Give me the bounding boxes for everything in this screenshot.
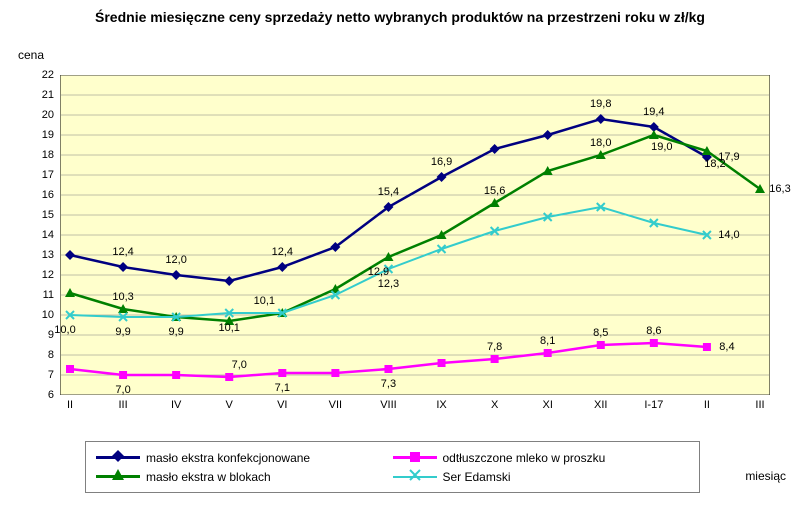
data-label: 9,9 [115, 326, 130, 338]
data-label: 15,6 [484, 185, 505, 197]
data-label: 12,9 [368, 266, 389, 278]
x-tick-label: III [118, 399, 127, 411]
data-label: 16,9 [431, 156, 452, 168]
chart-container: Średnie miesięczne ceny sprzedaży netto … [0, 0, 800, 513]
data-label: 10,1 [254, 295, 275, 307]
y-tick-label: 16 [24, 189, 54, 201]
data-label: 12,4 [272, 246, 293, 258]
y-tick-label: 10 [24, 309, 54, 321]
data-label: 10,3 [112, 291, 133, 303]
x-tick-label: XI [542, 399, 552, 411]
data-label: 7,0 [232, 359, 247, 371]
legend-label: masło ekstra konfekcjonowane [146, 451, 310, 465]
data-label: 7,1 [275, 382, 290, 394]
data-label: 12,3 [378, 278, 399, 290]
data-label: 7,8 [487, 341, 502, 353]
data-label: 8,5 [593, 327, 608, 339]
data-label: 12,0 [165, 254, 186, 266]
data-label: 19,8 [590, 98, 611, 110]
data-label: 10,1 [219, 322, 240, 334]
data-label: 8,4 [719, 341, 734, 353]
x-tick-label: IX [436, 399, 446, 411]
legend-marker [96, 450, 140, 465]
y-tick-label: 20 [24, 109, 54, 121]
y-tick-label: 13 [24, 249, 54, 261]
data-label: 19,0 [651, 141, 672, 153]
y-tick-label: 11 [24, 289, 54, 301]
legend-item: masło ekstra konfekcjonowane [96, 448, 393, 467]
x-tick-label: V [226, 399, 233, 411]
data-label: 19,4 [643, 106, 664, 118]
data-label: 18,0 [590, 137, 611, 149]
y-tick-label: 12 [24, 269, 54, 281]
y-tick-label: 7 [24, 369, 54, 381]
y-axis-label: cena [18, 48, 44, 62]
data-label: 9,9 [168, 326, 183, 338]
data-label: 8,6 [646, 325, 661, 337]
x-tick-label: X [491, 399, 498, 411]
legend-label: odtłuszczone mleko w proszku [443, 451, 606, 465]
x-tick-label: I-17 [644, 399, 663, 411]
data-label: 18,2 [704, 158, 725, 170]
legend-marker [96, 469, 140, 484]
x-tick-label: VII [329, 399, 342, 411]
legend-label: masło ekstra w blokach [146, 470, 271, 484]
y-tick-label: 18 [24, 149, 54, 161]
y-tick-label: 9 [24, 329, 54, 341]
x-tick-label: VIII [380, 399, 397, 411]
y-tick-label: 17 [24, 169, 54, 181]
legend-item: odtłuszczone mleko w proszku [393, 448, 690, 467]
legend-marker [393, 451, 437, 465]
legend-item: masło ekstra w blokach [96, 467, 393, 486]
legend-item: Ser Edamski [393, 467, 690, 486]
x-tick-label: II [67, 399, 73, 411]
legend-marker [393, 469, 437, 484]
data-label: 8,1 [540, 335, 555, 347]
data-label: 14,0 [718, 229, 739, 241]
x-tick-label: XII [594, 399, 607, 411]
data-label: 7,0 [115, 384, 130, 396]
plot-svg [60, 75, 770, 395]
x-tick-label: VI [277, 399, 287, 411]
y-tick-label: 15 [24, 209, 54, 221]
plot-area: 678910111213141516171819202122IIIIIIVVVI… [60, 75, 770, 395]
chart-title: Średnie miesięczne ceny sprzedaży netto … [0, 8, 800, 26]
y-tick-label: 8 [24, 349, 54, 361]
x-tick-label: II [704, 399, 710, 411]
data-label: 12,4 [112, 246, 133, 258]
y-tick-label: 6 [24, 389, 54, 401]
data-label: 7,3 [381, 378, 396, 390]
y-tick-label: 14 [24, 229, 54, 241]
data-label: 16,3 [769, 183, 790, 195]
y-tick-label: 22 [24, 69, 54, 81]
data-label: 15,4 [378, 186, 399, 198]
x-axis-label: miesiąc [745, 469, 786, 483]
y-tick-label: 19 [24, 129, 54, 141]
y-tick-label: 21 [24, 89, 54, 101]
legend: masło ekstra konfekcjonowane odtłuszczon… [85, 441, 700, 493]
x-tick-label: IV [171, 399, 181, 411]
legend-label: Ser Edamski [443, 470, 511, 484]
x-tick-label: III [755, 399, 764, 411]
data-label: 10,0 [54, 324, 75, 336]
